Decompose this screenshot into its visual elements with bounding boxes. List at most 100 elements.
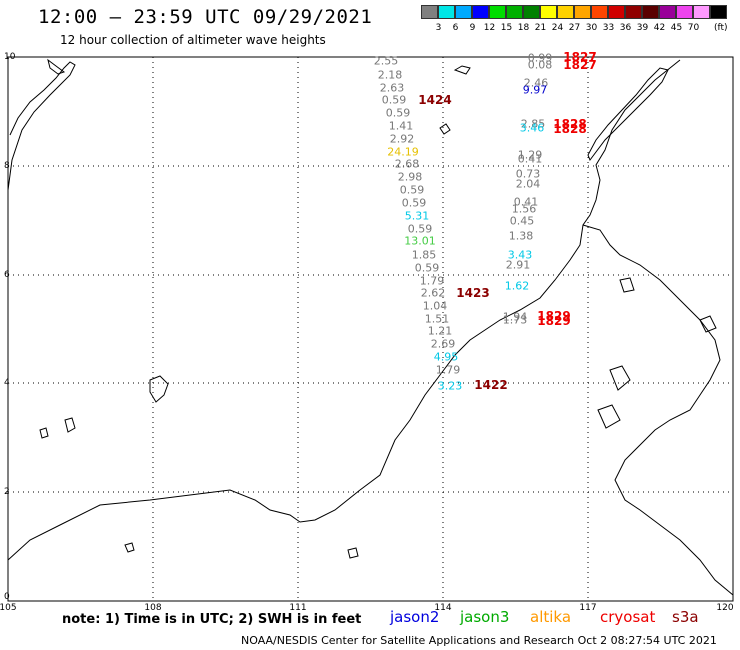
wave-height-value: 1.51	[424, 312, 450, 326]
pass-time: 1828	[553, 122, 587, 136]
wave-height-value: 0.59	[381, 93, 407, 107]
wave-height-value: 4.95	[433, 350, 459, 364]
scale-unit: (ft)	[714, 23, 728, 33]
ytick-4: 4	[4, 378, 10, 388]
wave-height-value: 1.79	[435, 363, 461, 377]
scale-swatch	[523, 5, 540, 19]
scale-swatch	[574, 5, 591, 19]
pass-time: 1423	[456, 286, 490, 300]
wave-height-value: 2.91	[505, 258, 531, 272]
scale-label: 30	[585, 23, 598, 33]
page-title: 12:00 — 23:59 UTC 09/29/2021	[38, 6, 373, 28]
wave-height-value: 2.55	[373, 54, 399, 68]
wave-height-value: 0.41	[517, 152, 543, 166]
wave-height-value: 2.63	[379, 81, 405, 95]
map-frame	[7, 56, 734, 602]
wave-height-value: 1.79	[419, 274, 445, 288]
wave-height-value: 1.94	[502, 310, 528, 324]
wave-height-value: 0.59	[399, 183, 425, 197]
wave-height-value: 2.04	[515, 177, 541, 191]
ytick-0: 0	[4, 592, 10, 602]
wave-height-value: 24.19	[387, 145, 419, 159]
wave-height-value: 0.99	[527, 51, 553, 65]
pass-time: 1829	[537, 314, 571, 328]
wave-height-value: 0.59	[401, 196, 427, 210]
wave-height-value: 0.73	[515, 167, 541, 181]
ytick-10: 10	[4, 52, 16, 62]
footnote: note: 1) Time is in UTC; 2) SWH is in fe…	[62, 612, 362, 627]
scale-label: 45	[670, 23, 683, 33]
wave-height-value: 1.56	[511, 202, 537, 216]
pass-time: 1827	[563, 58, 597, 72]
wave-height-value: 3.43	[507, 248, 533, 262]
legend-cryosat: cryosat	[600, 608, 656, 626]
scale-swatch	[557, 5, 574, 19]
scale-swatch	[591, 5, 608, 19]
wave-height-value: 3.23	[437, 379, 463, 393]
wave-height-value: 1.41	[388, 119, 414, 133]
scale-swatch	[710, 5, 727, 19]
wave-height-value: 1.73	[502, 313, 528, 327]
wave-height-value: 9.97	[522, 83, 548, 97]
scale-swatch	[659, 5, 676, 19]
scale-label: 3	[435, 23, 442, 33]
scale-swatch	[608, 5, 625, 19]
legend-s3a: s3a	[672, 608, 699, 626]
wave-height-value: 3.46	[519, 121, 545, 135]
scale-label: 24	[551, 23, 564, 33]
wave-height-value: 1.29	[517, 148, 543, 162]
scale-swatch	[489, 5, 506, 19]
borneo-coast	[7, 59, 681, 561]
wave-height-value: 1.38	[508, 229, 534, 243]
ytick-8: 8	[4, 161, 10, 171]
wave-height-value: 2.62	[420, 286, 446, 300]
scale-swatch	[540, 5, 557, 19]
xtick-108: 108	[144, 603, 162, 613]
scale-label: 42	[653, 23, 666, 33]
scale-label: 9	[469, 23, 476, 33]
scale-swatch	[472, 5, 489, 19]
scale-label: 33	[602, 23, 615, 33]
xtick-114: 114	[434, 603, 452, 613]
scale-label: 18	[517, 23, 530, 33]
borneo-east-coast	[582, 224, 734, 596]
xtick-120: 120	[716, 603, 734, 613]
wave-height-value: 0.59	[385, 106, 411, 120]
small-islands	[39, 65, 717, 559]
scale-label: 70	[687, 23, 700, 33]
grid-lines	[8, 57, 733, 601]
xtick-105: 105	[0, 603, 17, 613]
wave-height-value: 1.62	[504, 279, 530, 293]
pass-time: 1422	[474, 378, 508, 392]
malaysia-peninsula-coast	[7, 61, 76, 191]
wave-height-value: 2.68	[394, 157, 420, 171]
wave-height-value: 2.69	[430, 337, 456, 351]
wave-height-value: 2.85	[520, 117, 546, 131]
wave-height-value: 2.46	[523, 76, 549, 90]
wave-height-value: 2.18	[377, 68, 403, 82]
wave-height-value: 13.01	[404, 234, 436, 248]
wave-height-value: 0.59	[407, 222, 433, 236]
wave-height-value: 2.98	[397, 170, 423, 184]
credit-line: NOAA/NESDIS Center for Satellite Applica…	[241, 634, 717, 647]
xtick-117: 117	[579, 603, 597, 613]
scale-label: 27	[568, 23, 581, 33]
scale-swatch	[506, 5, 523, 19]
pass-time: 1828	[553, 117, 587, 131]
wave-height-value: 0.45	[509, 214, 535, 228]
scale-label: 36	[619, 23, 632, 33]
scale-swatch	[421, 5, 438, 19]
scale-label: 21	[534, 23, 547, 33]
scale-swatch	[676, 5, 693, 19]
scale-label: 12	[483, 23, 496, 33]
page-subtitle: 12 hour collection of altimeter wave hei…	[60, 33, 326, 47]
scale-swatch	[693, 5, 710, 19]
legend-altika: altika	[530, 608, 572, 626]
wave-height-value: 1.21	[427, 324, 453, 338]
tioman-coast	[47, 58, 66, 75]
pass-time: 1424	[418, 93, 452, 107]
wave-height-value: 2.92	[389, 132, 415, 146]
palawan-coast	[587, 67, 669, 162]
wave-height-value: 0.08	[527, 58, 553, 72]
